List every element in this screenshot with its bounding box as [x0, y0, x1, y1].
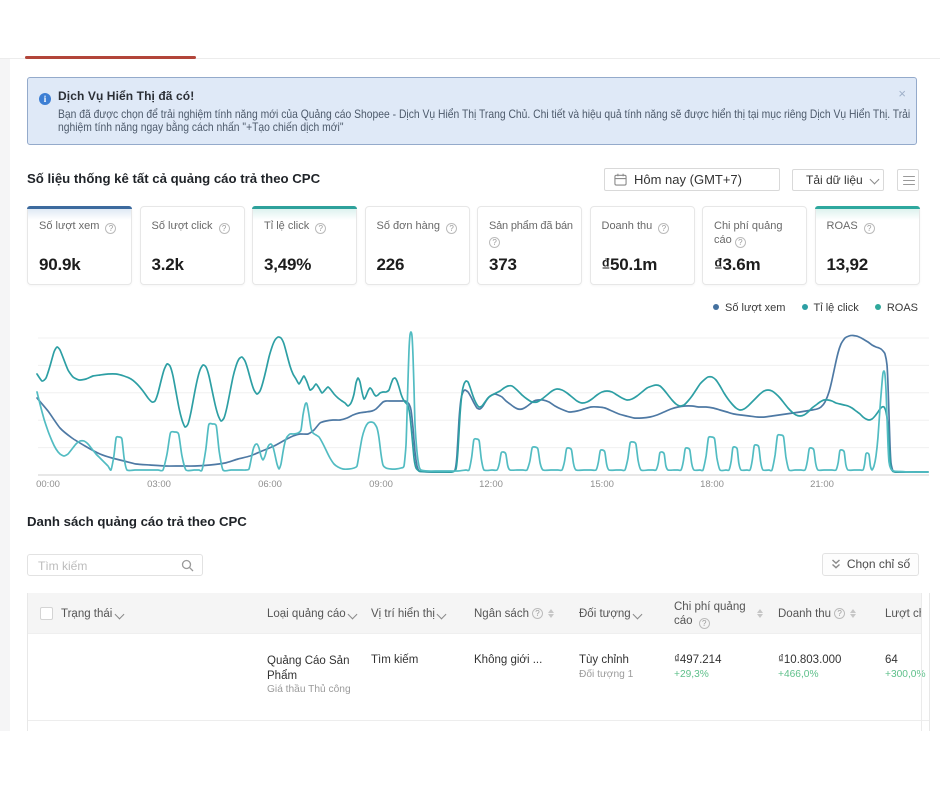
svg-text:21:00: 21:00: [810, 479, 834, 490]
svg-text:06:00: 06:00: [258, 479, 282, 490]
svg-text:09:00: 09:00: [369, 479, 393, 490]
svg-text:00:00: 00:00: [36, 479, 60, 490]
svg-text:03:00: 03:00: [147, 479, 171, 490]
svg-text:18:00: 18:00: [700, 479, 724, 490]
svg-text:15:00: 15:00: [590, 479, 614, 490]
svg-text:12:00: 12:00: [479, 479, 503, 490]
